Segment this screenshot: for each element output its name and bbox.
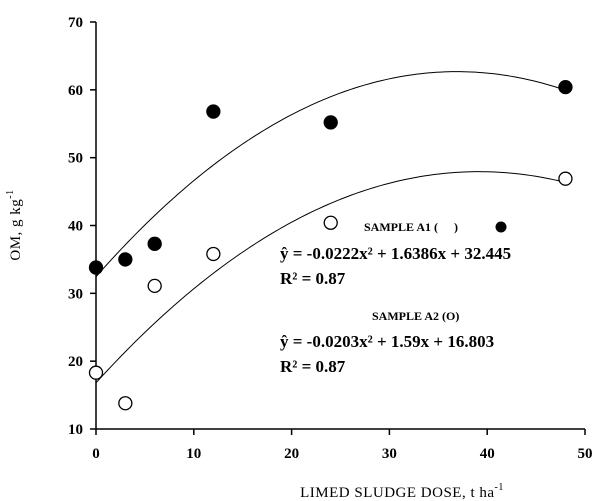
data-point-series-1	[558, 79, 573, 95]
sample-a1-equation: ŷ = -0.0222x² + 1.6386x + 32.445	[280, 244, 511, 263]
x-tick-label: 0	[92, 446, 100, 462]
x-tick-label: 40	[480, 446, 495, 462]
x-tick-label: 50	[578, 446, 593, 462]
data-point-series-1	[118, 252, 133, 267]
data-point-series-1	[323, 115, 338, 130]
y-tick-label: 60	[68, 83, 83, 99]
x-tick-label: 30	[382, 446, 397, 462]
data-point-series-2	[88, 365, 104, 380]
fit-curve-series-1	[95, 71, 566, 278]
sample-a2-title: SAMPLE A2 (O)	[372, 309, 459, 323]
y-tick-label: 10	[68, 422, 83, 438]
sample-a1-r2: R² = 0.87	[280, 269, 346, 288]
x-axis-title: LIMED SLUDGE DOSE, t ha-1	[300, 482, 504, 501]
annotation-sample-a2: SAMPLE A2 (O) ŷ = -0.0203x² + 1.59x + 16…	[280, 309, 494, 376]
data-points	[88, 79, 573, 411]
sample-a2-equation: ŷ = -0.0203x² + 1.59x + 16.803	[280, 332, 494, 351]
ticks: 10 20 30 40 50 60 70 0 10 20 30 40 50	[68, 15, 593, 462]
sample-a2-r2: R² = 0.87	[280, 357, 346, 376]
data-point-series-1	[206, 104, 221, 119]
data-point-series-1	[88, 260, 104, 275]
y-axis-title: OM, g kg-1	[5, 189, 24, 260]
sample-a1-legend-marker	[495, 221, 507, 233]
y-tick-label: 40	[68, 219, 83, 235]
data-point-series-2	[206, 246, 221, 262]
y-tick-label: 30	[68, 286, 83, 302]
x-tick-label: 10	[186, 446, 201, 462]
data-point-series-2	[558, 171, 573, 186]
fit-curve-series-2	[95, 171, 566, 384]
sample-a1-title: SAMPLE A1 ()	[364, 220, 458, 234]
y-tick-label: 70	[68, 15, 83, 31]
data-point-series-1	[147, 236, 162, 251]
annotation-sample-a1: SAMPLE A1 () ŷ = -0.0222x² + 1.6386x + 3…	[280, 220, 511, 288]
data-point-series-2	[323, 215, 338, 230]
data-point-series-2	[118, 396, 133, 411]
y-tick-label: 20	[68, 354, 83, 370]
y-tick-label: 50	[68, 151, 83, 167]
x-tick-label: 20	[284, 446, 299, 462]
data-point-series-2	[147, 278, 162, 294]
fit-curves	[95, 71, 566, 384]
